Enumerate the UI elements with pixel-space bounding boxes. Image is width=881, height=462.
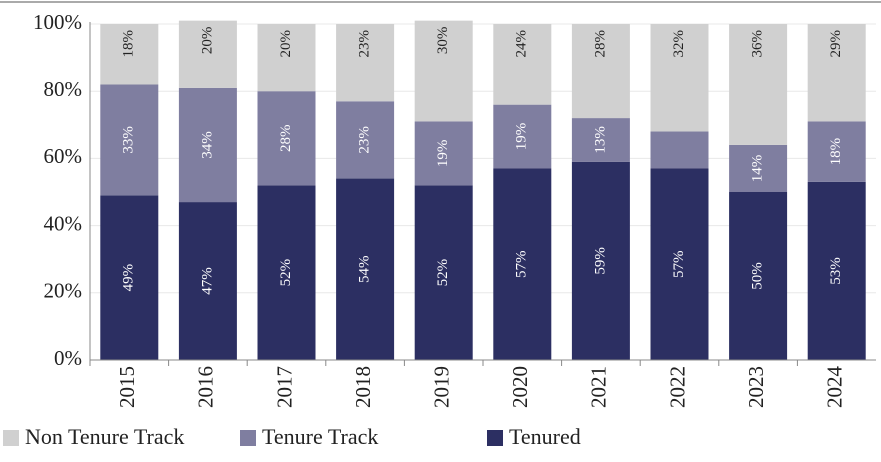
bar-segment: [100, 195, 159, 360]
data-label: 49%: [121, 264, 137, 292]
bar-segment: [729, 24, 788, 145]
data-label: 53%: [828, 257, 844, 285]
bar-segment: [414, 185, 473, 360]
data-label: 14%: [750, 155, 766, 183]
bar-segment: [650, 24, 709, 132]
bar-segment: [729, 144, 788, 192]
data-label: 33%: [121, 126, 137, 154]
legend-swatch: [3, 430, 19, 446]
data-label: 19%: [514, 123, 530, 151]
legend-label: Non Tenure Track: [25, 424, 184, 449]
data-label: 20%: [199, 27, 215, 55]
legend-label: Tenured: [509, 424, 581, 449]
bar-segment: [807, 121, 866, 182]
bar-segment: [257, 185, 316, 360]
bar-segment: [336, 178, 395, 360]
bar-segment: [257, 24, 316, 92]
data-label: 57%: [671, 250, 687, 278]
bar-segment: [729, 192, 788, 360]
bar-segment: [493, 24, 552, 105]
data-label: 19%: [435, 140, 451, 168]
data-label: 57%: [514, 250, 530, 278]
y-tick-label: 60%: [44, 144, 83, 168]
bar-segment: [650, 168, 709, 360]
x-tick-label: 2020: [508, 366, 532, 408]
bar-segment: [336, 101, 395, 179]
bar-segment: [493, 104, 552, 169]
data-label: 30%: [435, 27, 451, 55]
bar-segment: [807, 24, 866, 122]
bar-segment: [414, 121, 473, 186]
y-tick-label: 80%: [44, 77, 83, 101]
data-label: 18%: [121, 30, 137, 58]
data-label: 13%: [592, 126, 608, 154]
data-label: 28%: [592, 30, 608, 58]
data-label: 54%: [357, 256, 373, 284]
x-tick-label: 2016: [194, 366, 218, 408]
bar-segment: [100, 84, 159, 196]
data-label: 47%: [199, 267, 215, 295]
data-label: 29%: [828, 30, 844, 58]
bar-segment: [178, 202, 237, 360]
bar-segment: [571, 118, 630, 162]
y-tick-label: 20%: [44, 279, 83, 303]
data-label: 23%: [357, 126, 373, 154]
legend-swatch: [487, 430, 503, 446]
legend-label: Tenure Track: [262, 424, 378, 449]
bar-segment: [807, 181, 866, 360]
y-tick-label: 100%: [33, 10, 82, 34]
x-tick-label: 2023: [744, 366, 768, 408]
x-tick-label: 2017: [272, 366, 296, 408]
data-label: 52%: [435, 259, 451, 287]
x-tick-label: 2021: [587, 366, 611, 408]
x-tick-label: 2018: [351, 366, 375, 408]
bar-segment: [100, 24, 159, 85]
data-label: 34%: [199, 131, 215, 159]
x-tick-label: 2019: [430, 366, 454, 408]
bar-segment: [650, 131, 709, 169]
y-tick-label: 0%: [54, 346, 82, 370]
data-label: 50%: [750, 262, 766, 290]
y-tick-label: 40%: [44, 211, 83, 235]
data-label: 28%: [278, 124, 294, 152]
data-label: 36%: [750, 30, 766, 58]
data-label: 59%: [592, 247, 608, 275]
legend-swatch: [240, 430, 256, 446]
bar-segment: [493, 168, 552, 360]
bar-segment: [571, 161, 630, 360]
bar-segment: [257, 91, 316, 186]
data-label: 18%: [828, 138, 844, 166]
bar-segment: [178, 87, 237, 203]
x-tick-label: 2024: [823, 366, 847, 409]
bar-segment: [571, 24, 630, 119]
data-label: 32%: [671, 30, 687, 58]
bar-segment: [414, 20, 473, 122]
x-tick-label: 2015: [115, 366, 139, 408]
data-label: 52%: [278, 259, 294, 287]
bar-segment: [178, 20, 237, 88]
data-label: 24%: [514, 30, 530, 58]
x-tick-label: 2022: [665, 366, 689, 408]
bar-segment: [336, 24, 395, 102]
data-label: 23%: [357, 30, 373, 58]
data-label: 20%: [278, 30, 294, 58]
